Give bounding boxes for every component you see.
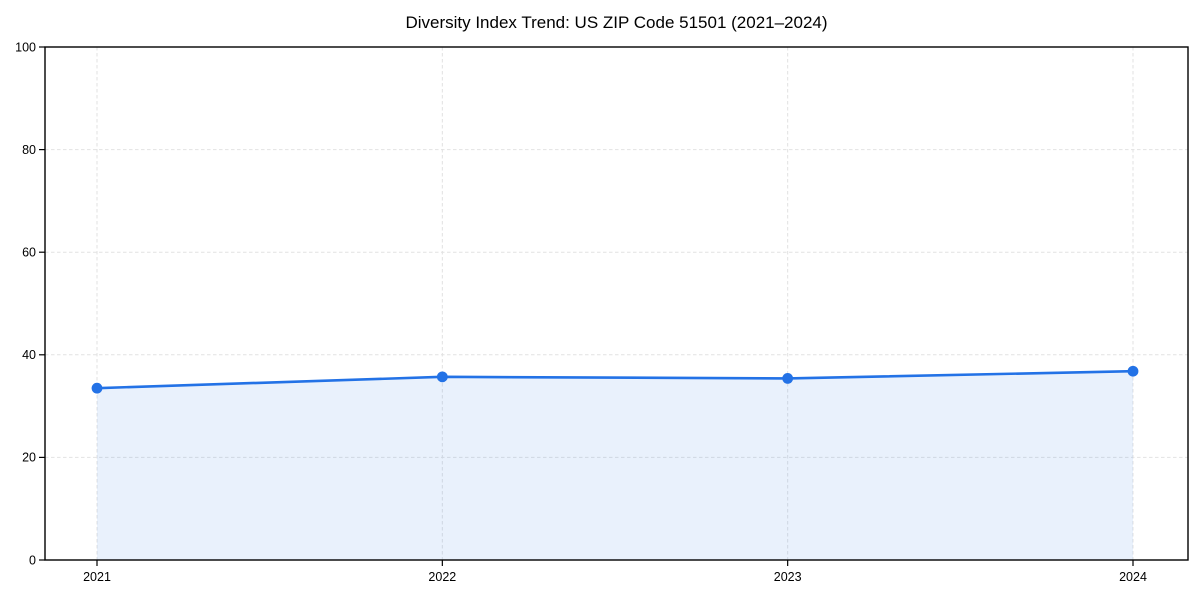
- data-point: [782, 372, 794, 384]
- data-point: [436, 371, 448, 383]
- y-tick-label: 80: [22, 143, 36, 157]
- y-tick-label: 60: [22, 246, 36, 260]
- area-fill: [97, 371, 1133, 560]
- x-tick-label: 2023: [774, 570, 802, 584]
- trend-line: [95, 369, 1135, 390]
- y-tick-label: 40: [22, 348, 36, 362]
- x-tick-label: 2021: [83, 570, 111, 584]
- x-tick-label: 2022: [428, 570, 456, 584]
- y-tick-label: 0: [29, 553, 36, 567]
- data-point: [1127, 365, 1139, 377]
- x-tick-label: 2024: [1119, 570, 1147, 584]
- y-tick-label: 20: [22, 451, 36, 465]
- chart-title: Diversity Index Trend: US ZIP Code 51501…: [405, 13, 828, 32]
- data-point: [91, 382, 103, 394]
- y-tick-label: 100: [15, 40, 36, 54]
- plot-border: [44, 46, 1189, 561]
